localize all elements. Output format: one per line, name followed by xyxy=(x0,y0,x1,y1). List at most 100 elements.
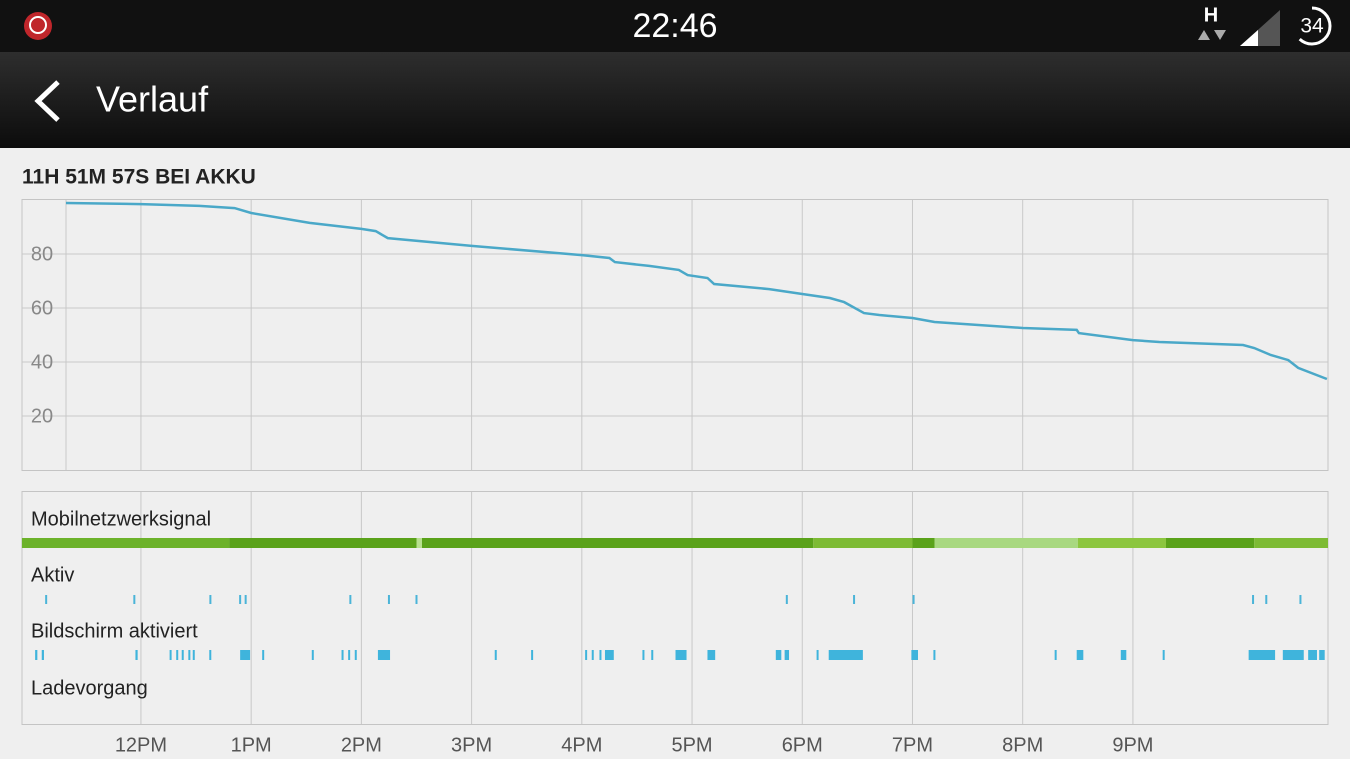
data-arrows xyxy=(1198,30,1226,40)
screen-segment xyxy=(707,650,716,660)
screen-segment xyxy=(775,650,782,660)
screen-segment xyxy=(933,650,936,660)
back-button[interactable] xyxy=(34,80,60,122)
active-event xyxy=(45,595,48,604)
screen-segment xyxy=(311,650,314,660)
screen-segment xyxy=(35,650,38,660)
lane-label: Ladevorgang xyxy=(31,677,148,699)
signal-segment xyxy=(934,538,1078,548)
x-tick-label: 5PM xyxy=(671,734,712,756)
screen-segment xyxy=(1282,650,1304,660)
signal-segment xyxy=(813,538,913,548)
app-title: Verlauf xyxy=(96,79,209,120)
screen-segment xyxy=(494,650,497,660)
y-tick-label: 40 xyxy=(31,351,53,373)
screen-segment xyxy=(377,650,391,660)
network-type: H xyxy=(1204,4,1218,26)
clock: 22:46 xyxy=(632,7,717,45)
screen-segment xyxy=(604,650,614,660)
screen-segment xyxy=(531,650,534,660)
screen-segment xyxy=(1319,650,1325,660)
x-tick-label: 6PM xyxy=(782,734,823,756)
screen-segment xyxy=(1162,650,1165,660)
x-tick-label: 8PM xyxy=(1002,734,1043,756)
x-tick-label: 9PM xyxy=(1112,734,1153,756)
notification-glyph xyxy=(29,16,47,34)
lane-label: Bildschirm aktiviert xyxy=(31,620,198,642)
active-event xyxy=(133,595,136,604)
screen-segment xyxy=(1248,650,1276,660)
screen-segment xyxy=(262,650,265,660)
screen-segment xyxy=(348,650,351,660)
active-event xyxy=(912,595,915,604)
screen-segment xyxy=(675,650,687,660)
screen-segment xyxy=(1308,650,1317,660)
active-event xyxy=(853,595,856,604)
x-tick-label: 1PM xyxy=(231,734,272,756)
screen-segment xyxy=(816,650,819,660)
chart-frame xyxy=(21,199,1329,471)
x-tick-label: 2PM xyxy=(341,734,382,756)
y-tick-label: 20 xyxy=(31,405,53,427)
battery-ring xyxy=(1292,6,1332,46)
signal-segment xyxy=(416,538,423,548)
screen-segment xyxy=(181,650,184,660)
signal-segment xyxy=(1254,538,1328,548)
x-tick-label: 3PM xyxy=(451,734,492,756)
y-tick-label: 80 xyxy=(31,243,53,265)
lanes-frame xyxy=(21,491,1329,725)
notification-icon xyxy=(24,12,52,40)
active-event xyxy=(1252,595,1255,604)
screen-segment xyxy=(585,650,588,660)
x-tick-label: 7PM xyxy=(892,734,933,756)
screen-segment xyxy=(188,650,191,660)
screen-segment xyxy=(135,650,138,660)
screen-segment xyxy=(240,650,251,660)
active-event xyxy=(785,595,788,604)
screen-segment xyxy=(341,650,344,660)
screen-segment xyxy=(911,650,918,660)
app-bar xyxy=(0,52,1350,148)
signal-icon xyxy=(1240,10,1280,46)
screen-segment xyxy=(169,650,172,660)
screen-segment xyxy=(599,650,602,660)
active-event xyxy=(244,595,247,604)
x-tick-label: 4PM xyxy=(561,734,602,756)
chart-title: 11H 51M 57S BEI AKKU xyxy=(22,166,256,189)
signal-segment xyxy=(21,538,230,548)
lane-label: Mobilnetzwerksignal xyxy=(31,508,211,530)
signal-segment xyxy=(229,538,417,548)
signal-segment xyxy=(1165,538,1255,548)
screen-segment xyxy=(1120,650,1127,660)
signal-segment xyxy=(912,538,935,548)
screen-segment xyxy=(651,650,654,660)
active-event xyxy=(387,595,390,604)
battery-line xyxy=(65,201,1328,381)
screen-segment xyxy=(176,650,179,660)
active-event xyxy=(209,595,212,604)
active-event xyxy=(415,595,418,604)
y-tick-label: 60 xyxy=(31,297,53,319)
active-event xyxy=(1299,595,1302,604)
status-bar xyxy=(0,0,1350,52)
signal-segment xyxy=(1077,538,1166,548)
screen-segment xyxy=(828,650,863,660)
screen-segment xyxy=(642,650,645,660)
signal-segment xyxy=(422,538,814,548)
active-event xyxy=(239,595,242,604)
active-event xyxy=(1265,595,1268,604)
screen-segment xyxy=(192,650,195,660)
signal-level xyxy=(1240,30,1258,46)
screen-segment xyxy=(591,650,594,660)
screen-segment xyxy=(209,650,212,660)
screen-segment xyxy=(41,650,44,660)
screen-segment xyxy=(354,650,357,660)
lane-label: Aktiv xyxy=(31,564,74,586)
active-event xyxy=(349,595,352,604)
screen-segment xyxy=(1076,650,1084,660)
battery-level: 34 xyxy=(1300,15,1324,38)
x-tick-label: 12PM xyxy=(115,734,167,756)
screen-segment xyxy=(784,650,790,660)
screen-segment xyxy=(1054,650,1057,660)
